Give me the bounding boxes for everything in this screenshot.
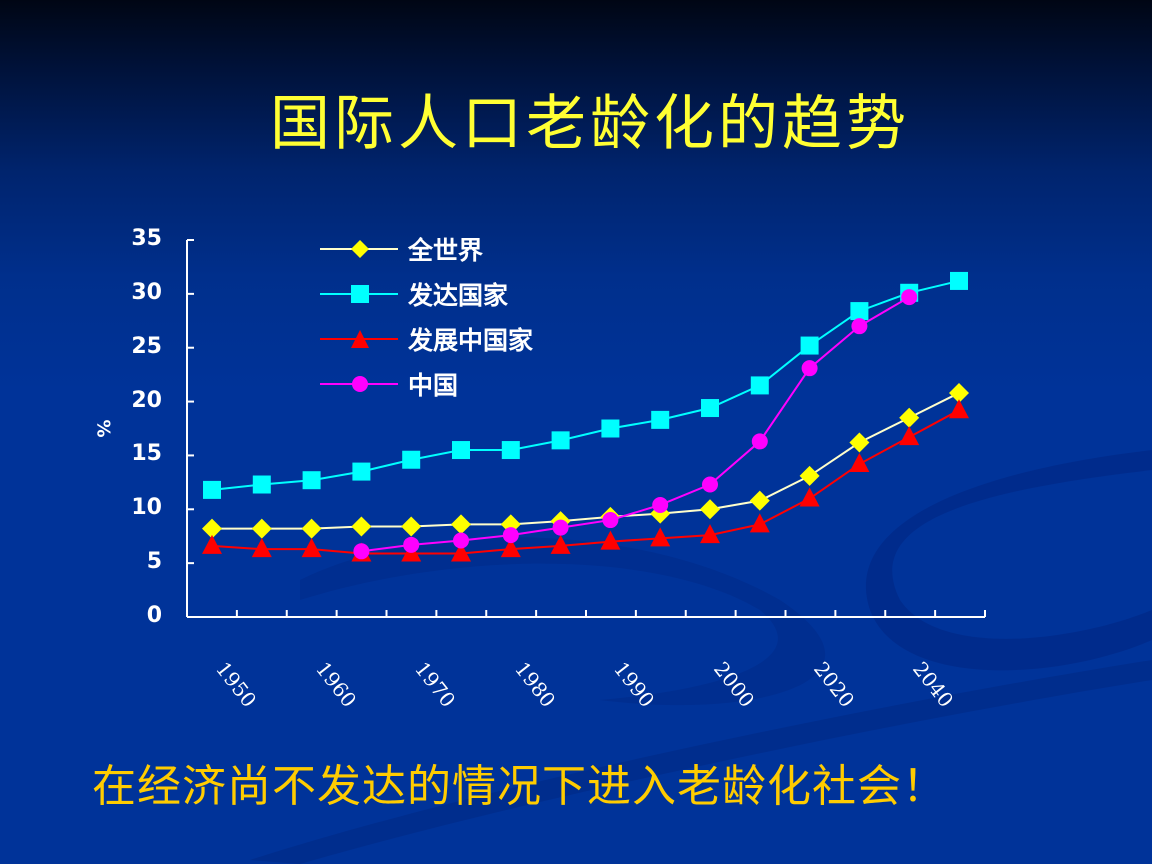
legend-label: 发达国家 [408,280,509,310]
triangle-data-point [899,426,920,446]
y-tick-label: 35 [131,226,162,251]
circle-data-point [901,289,918,306]
diamond-marker-icon [351,239,369,258]
square-data-point [651,410,670,429]
y-tick-label: 0 [146,603,162,628]
circle-data-point [552,519,569,536]
square-data-point [800,336,819,355]
legend-line [320,329,398,348]
y-tick-label: 15 [131,441,162,467]
series-circle [353,289,918,560]
square-data-point [402,450,421,469]
legend-label: 全世界 [408,235,484,265]
square-data-point [551,431,570,450]
circle-data-point [702,476,718,493]
diamond-data-point [202,518,222,539]
square-data-point [750,376,769,395]
triangle-data-point [301,538,322,558]
diamond-data-point [949,382,969,403]
chart-legend: 全世界 发达国家 发展中国家 中国 [320,226,533,406]
legend-item-developed: 发达国家 [320,271,533,316]
diamond-data-point [451,514,471,535]
y-axis-label: % [92,419,114,438]
diamond-data-point [251,518,272,539]
square-data-point [252,475,271,494]
diamond-data-point [351,516,372,537]
legend-item-china: 中国 [320,361,533,406]
square-marker-icon [351,284,369,303]
square-data-point [950,271,968,290]
legend-line [320,375,398,392]
circle-data-point [453,532,469,549]
circle-data-point [851,318,868,335]
circle-data-point [602,512,619,529]
slide-subtitle: 在经济尚不发达的情况下进入老龄化社会！ [92,761,947,812]
series-square [203,271,968,499]
triangle-data-point [849,453,870,473]
square-data-point [850,302,869,321]
circle-marker-icon [352,375,368,392]
triangle-data-point [550,534,571,554]
square-data-point [452,441,470,460]
triangle-data-point [451,542,471,562]
circle-data-point [801,360,818,377]
series-diamond [202,382,969,539]
diamond-data-point [899,407,920,428]
diamond-data-point [849,432,870,453]
legend-item-developing: 发展中国家 [320,316,533,361]
circle-data-point [751,433,768,450]
square-data-point [203,480,221,499]
square-data-point [352,462,371,481]
square-data-point [302,471,321,490]
diamond-data-point [799,465,820,486]
triangle-data-point [700,524,720,544]
legend-label: 发展中国家 [408,325,534,355]
legend-label: 中国 [408,370,459,400]
square-data-point [701,399,719,418]
diamond-data-point [301,518,322,539]
circle-data-point [403,536,420,553]
diamond-data-point [401,516,422,537]
y-tick-label: 10 [131,495,162,521]
triangle-data-point [749,513,770,533]
circle-data-point [353,543,370,560]
legend-line [320,239,398,258]
y-tick-label: 5 [146,549,162,575]
triangle-marker-icon [351,329,369,348]
triangle-data-point [600,530,621,550]
y-tick-label: 25 [131,333,162,359]
legend-line [320,284,398,303]
diamond-data-point [749,490,770,511]
circle-data-point [502,527,519,544]
y-tick-label: 30 [131,279,162,305]
axes [186,239,986,618]
triangle-data-point [202,534,222,554]
triangle-data-point [650,527,671,547]
y-tick-label: 20 [131,387,162,413]
triangle-data-point [500,538,521,558]
diamond-data-point [700,499,720,520]
legend-item-world: 全世界 [320,226,533,271]
series-triangle [202,399,969,562]
square-data-point [501,441,520,460]
triangle-data-point [799,487,820,507]
triangle-data-point [949,399,969,419]
triangle-data-point [251,538,272,558]
circle-data-point [652,496,669,513]
square-data-point [601,419,620,438]
slide-title: 国际人口老龄化的趋势 [270,89,910,159]
